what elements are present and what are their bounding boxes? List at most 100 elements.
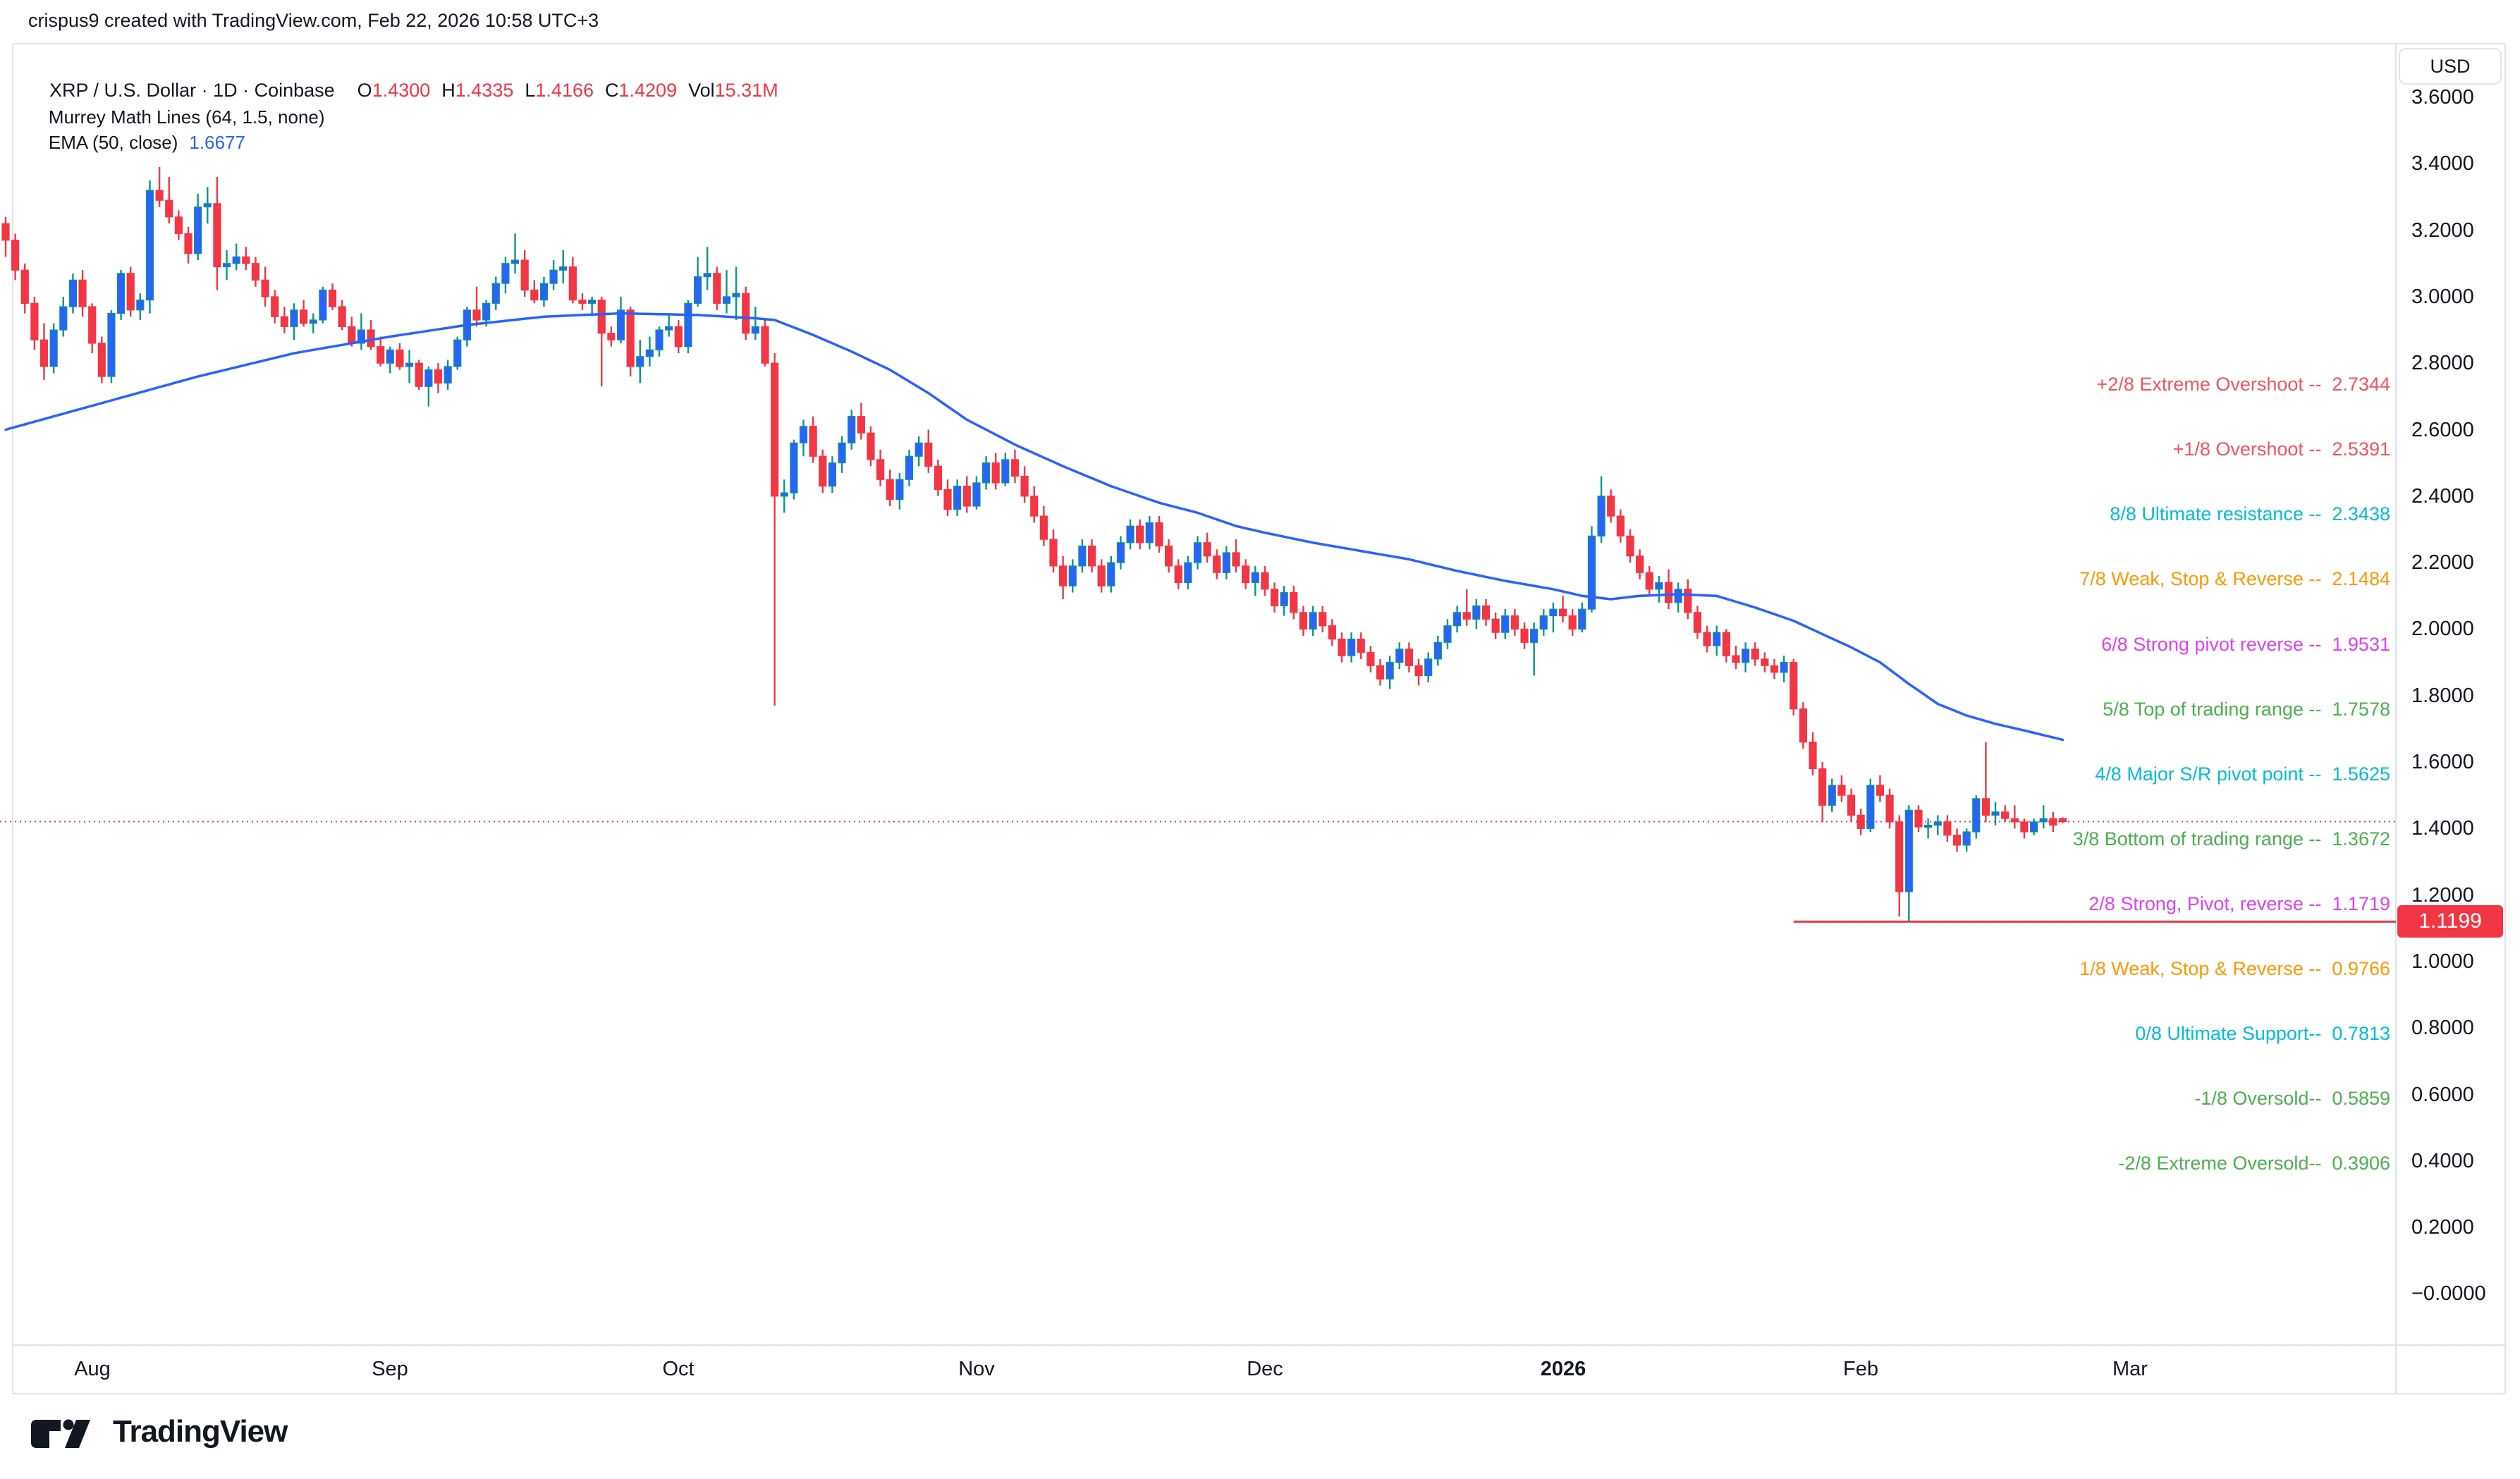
candle-body [962,486,971,507]
candle-body [1059,565,1068,587]
murrey-level-0.7813: 0/8 Ultimate Support-- 0.7813 [2135,1023,2390,1045]
murrey-level-0.9766: 1/8 Weak, Stop & Reverse -- 0.9766 [2079,957,2390,979]
candle-body [1972,798,1981,833]
candle-body [145,190,154,301]
tradingview-logo-icon[interactable] [30,1418,100,1449]
candle-body [1395,649,1404,663]
candle-body [559,266,568,271]
candle-body [2029,821,2038,833]
legend-symbol-row[interactable]: XRP / U.S. Dollar · 1D · Coinbase O1.4300… [28,58,778,123]
murrey-level-2.3438: 8/8 Ultimate resistance -- 2.3438 [2110,503,2390,525]
candle-body [1338,638,1346,656]
candle-body [1472,605,1481,620]
candle-body [1270,589,1279,606]
candle-body [2058,818,2067,823]
price-tick-3.2000: 3.2000 [2411,219,2474,242]
candle-body [588,300,597,304]
candle-body [1386,661,1394,680]
candle-body [790,442,798,493]
tradingview-logo-text[interactable]: TradingView [113,1414,288,1449]
candle-body [1645,572,1653,590]
candle-body [1943,821,1952,836]
candle-body [271,296,279,317]
murrey-level-2.5391: +1/8 Overshoot -- 2.5391 [2172,438,2390,460]
candle-body [1751,649,1759,660]
price-tick-0.8000: 0.8000 [2411,1017,2474,1040]
ohlc-close-label: C [605,80,619,101]
candle-body [1319,612,1327,627]
ohlc-high-label: H [441,80,455,101]
price-tick-1.2000: 1.2000 [2411,883,2474,907]
candle-body [184,233,192,254]
candle-body [1020,475,1029,497]
candle-body [1309,612,1317,630]
candle-body [616,309,625,340]
candle-body [1433,642,1442,660]
candle-body [300,309,308,324]
candle-body [1549,608,1558,617]
candle-body [578,300,587,304]
symbol-title[interactable]: XRP / U.S. Dollar · 1D · Coinbase [49,80,335,101]
candle-body [357,329,366,344]
candle-body [49,329,58,367]
candle-body [607,333,616,340]
candle-body [1116,542,1125,563]
candle-body [194,206,202,254]
candle-body [674,326,683,348]
candle-body [1193,542,1202,563]
candle-body [1261,572,1269,590]
volume-value: 15.31M [714,80,778,101]
murrey-level-1.3672: 3/8 Bottom of trading range -- 1.3672 [2072,828,2390,849]
ohlc-open-label: O [357,80,372,101]
candle-body [1587,535,1596,610]
candle-body [684,302,692,348]
time-tick-2026[interactable]: 2026 [1540,1358,1586,1380]
candle-body [1837,785,1846,796]
time-tick-Oct[interactable]: Oct [662,1358,695,1380]
ema-indicator-title[interactable]: EMA (50, close) [48,132,178,153]
murrey-indicator-title[interactable]: Murrey Math Lines (64, 1.5, none) [48,106,325,128]
candle-body [501,263,510,284]
candle-body [1914,809,1923,828]
candle-body [453,339,462,367]
candle-body [88,306,97,344]
candle-body [1174,565,1182,583]
attribution-text: crispus9 created with TradingView.com, F… [28,10,599,31]
candle-body [732,293,740,297]
candle-body [1857,814,1865,829]
candle-body [1405,649,1414,666]
currency-badge[interactable]: USD [2399,48,2502,85]
candle-body [68,279,78,307]
candle-body [1452,612,1462,627]
candle-body [655,329,663,350]
candle-body [693,276,702,304]
candle-body [742,293,750,334]
candle-body [953,486,962,510]
candle-body [1232,552,1240,567]
candle-body [39,339,49,367]
candle-body [530,289,539,301]
candle-body [1981,798,1990,816]
candle-body [1462,612,1471,620]
candle-body [761,326,769,364]
murrey-level-1.1719: 2/8 Strong, Pivot, reverse -- 1.1719 [2088,892,2390,914]
candle-body [809,426,817,457]
ohlc-close-value: 1.4209 [618,80,678,101]
candle-body [1010,459,1020,477]
murrey-level-1.7578: 5/8 Top of trading range -- 1.7578 [2103,698,2390,720]
time-tick-Feb[interactable]: Feb [1843,1358,1878,1380]
price-tick-1.6000: 1.6000 [2411,751,2474,773]
candle-body [636,356,644,367]
candle-body [434,369,443,384]
time-tick-Mar[interactable]: Mar [2112,1358,2148,1380]
time-tick-Sep[interactable]: Sep [372,1358,408,1380]
time-tick-Aug[interactable]: Aug [74,1358,111,1380]
price-tag-value: 1.1199 [2418,909,2482,933]
legend-murrey-indicator[interactable]: Murrey Math Lines (64, 1.5, none) [28,85,325,150]
time-tick-Nov[interactable]: Nov [958,1358,995,1380]
legend-ema-indicator[interactable]: EMA (50, close) 1.6677 [28,110,245,176]
time-tick-Dec[interactable]: Dec [1247,1358,1283,1380]
candle-body [97,343,106,377]
candle-body [1078,545,1087,567]
